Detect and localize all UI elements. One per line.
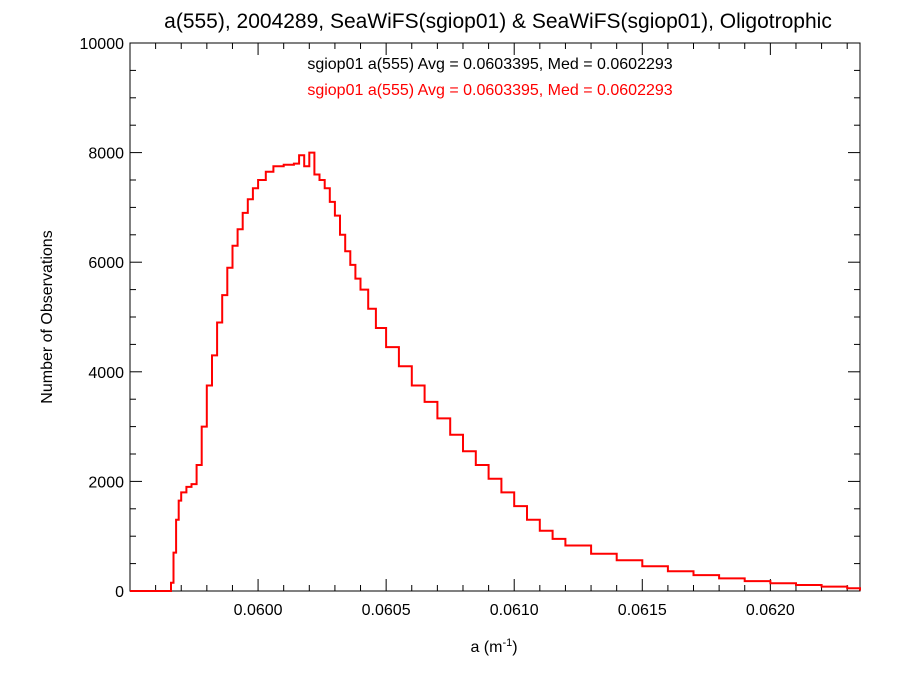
x-tick-label: 0.0600 <box>234 602 283 619</box>
axis-ticks <box>129 42 860 592</box>
y-tick-label: 2000 <box>88 474 124 491</box>
x-tick-label: 0.0610 <box>490 602 539 619</box>
x-tick-label: 0.0615 <box>618 602 667 619</box>
y-tick-label: 8000 <box>88 146 124 163</box>
legend-entry-black: sgiop01 a(555) Avg = 0.0603395, Med = 0.… <box>307 56 672 73</box>
legend-entry-red: sgiop01 a(555) Avg = 0.0603395, Med = 0.… <box>307 82 672 99</box>
y-tick-label: 6000 <box>88 255 124 272</box>
y-tick-label: 10000 <box>80 36 125 53</box>
chart-title: a(555), 2004289, SeaWiFS(sgiop01) & SeaW… <box>164 10 832 33</box>
x-axis-label: a (m-1) <box>470 637 517 656</box>
y-axis-label: Number of Observations <box>39 230 56 403</box>
y-tick-label: 0 <box>115 584 124 601</box>
x-tick-label: 0.0605 <box>362 602 411 619</box>
x-axis-label-close: ) <box>512 639 517 656</box>
histogram-series-line <box>130 151 861 592</box>
y-tick-label: 4000 <box>88 365 124 382</box>
x-axis-label-superscript: -1 <box>502 637 512 649</box>
axis-tick-labels: 0 2000 4000 6000 8000 10000 0.0600 0.0605 0.0610… <box>80 36 795 619</box>
plot-frame <box>129 42 861 592</box>
x-axis-label-base: a (m <box>470 639 502 656</box>
x-tick-label: 0.0620 <box>746 602 795 619</box>
